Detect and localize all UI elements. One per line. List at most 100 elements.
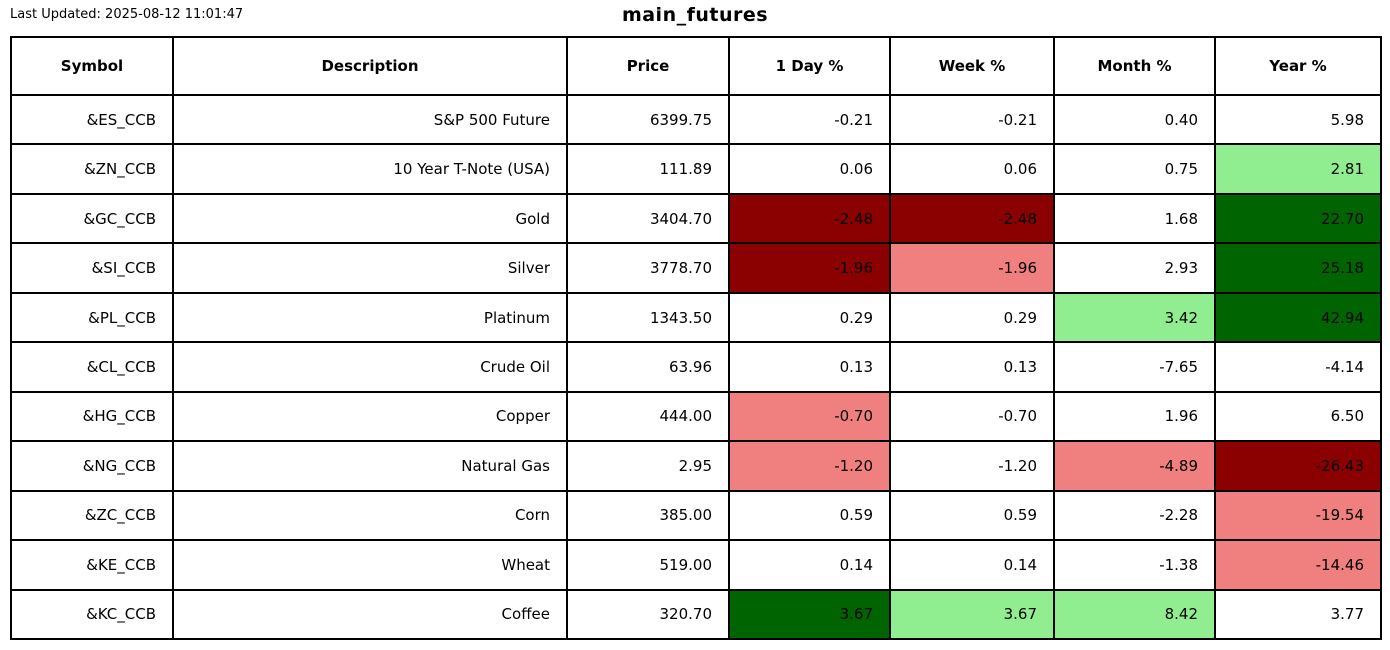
page-title: main_futures (621, 4, 769, 26)
cell-year: 3.77 (1214, 588, 1382, 641)
cell-day: -2.48 (728, 192, 891, 245)
column-header-month: Month % (1053, 36, 1216, 96)
table-row: &PL_CCB Platinum 1343.50 0.29 0.29 3.42 42.94 (10, 291, 1382, 344)
cell-year: 5.98 (1214, 93, 1382, 146)
cell-description: Natural Gas (172, 440, 568, 492)
cell-price: 6399.75 (566, 93, 730, 146)
cell-year: -14.46 (1214, 539, 1382, 591)
cell-day: 0.29 (728, 291, 891, 344)
cell-year: -26.43 (1214, 440, 1382, 492)
cell-day: -1.20 (728, 440, 891, 492)
cell-week: 0.13 (889, 341, 1055, 393)
cell-year: 42.94 (1214, 291, 1382, 344)
cell-day: 0.59 (728, 489, 891, 542)
cell-year: 25.18 (1214, 242, 1382, 294)
cell-day: -0.70 (728, 390, 891, 443)
cell-price: 519.00 (566, 539, 730, 591)
cell-day: -1.96 (728, 242, 891, 294)
cell-description: Silver (172, 242, 568, 294)
table-row: &NG_CCB Natural Gas 2.95 -1.20 -1.20 -4.89 -26… (10, 440, 1382, 492)
cell-month: 3.42 (1053, 291, 1216, 344)
cell-day: 0.14 (728, 539, 891, 591)
cell-year: 6.50 (1214, 390, 1382, 443)
cell-symbol: &ZN_CCB (10, 143, 174, 195)
table-row: &GC_CCB Gold 3404.70 -2.48 -2.48 1.68 22.70 (10, 192, 1382, 245)
cell-month: 0.40 (1053, 93, 1216, 146)
cell-month: 8.42 (1053, 588, 1216, 641)
cell-month: -4.89 (1053, 440, 1216, 492)
cell-price: 385.00 (566, 489, 730, 542)
cell-symbol: &CL_CCB (10, 341, 174, 393)
cell-symbol: &HG_CCB (10, 390, 174, 443)
table-row: &ZC_CCB Corn 385.00 0.59 0.59 -2.28 -19.54 (10, 489, 1382, 542)
cell-price: 111.89 (566, 143, 730, 195)
cell-symbol: &SI_CCB (10, 242, 174, 294)
cell-year: -19.54 (1214, 489, 1382, 542)
cell-description: Platinum (172, 291, 568, 344)
cell-week: -1.96 (889, 242, 1055, 294)
cell-year: 22.70 (1214, 192, 1382, 245)
cell-month: -1.38 (1053, 539, 1216, 591)
cell-description: Gold (172, 192, 568, 245)
cell-price: 320.70 (566, 588, 730, 641)
cell-price: 63.96 (566, 341, 730, 393)
column-header-price: Price (566, 36, 730, 96)
cell-week: 0.14 (889, 539, 1055, 591)
last-updated-timestamp: Last Updated: 2025-08-12 11:01:47 (10, 7, 244, 22)
cell-symbol: &KC_CCB (10, 588, 174, 641)
cell-month: 0.75 (1053, 143, 1216, 195)
column-header-day: 1 Day % (728, 36, 891, 96)
cell-description: Crude Oil (172, 341, 568, 393)
cell-week: 0.06 (889, 143, 1055, 195)
cell-price: 1343.50 (566, 291, 730, 344)
column-header-symbol: Symbol (10, 36, 174, 96)
cell-symbol: &KE_CCB (10, 539, 174, 591)
table-row: &CL_CCB Crude Oil 63.96 0.13 0.13 -7.65 -4.14 (10, 341, 1382, 393)
cell-symbol: &NG_CCB (10, 440, 174, 492)
table-header-row: Symbol Description Price 1 Day % Week % Month… (10, 36, 1382, 96)
cell-week: -0.21 (889, 93, 1055, 146)
table-row: &HG_CCB Copper 444.00 -0.70 -0.70 1.96 6.50 (10, 390, 1382, 443)
table-body: &ES_CCB S&P 500 Future 6399.75 -0.21 -0.21 0.… (10, 93, 1382, 641)
cell-description: S&P 500 Future (172, 93, 568, 146)
cell-day: 0.13 (728, 341, 891, 393)
cell-week: 3.67 (889, 588, 1055, 641)
cell-symbol: &GC_CCB (10, 192, 174, 245)
cell-month: 1.68 (1053, 192, 1216, 245)
column-header-description: Description (172, 36, 568, 96)
cell-day: 3.67 (728, 588, 891, 641)
cell-price: 444.00 (566, 390, 730, 443)
table-row: &KE_CCB Wheat 519.00 0.14 0.14 -1.38 -14.46 (10, 539, 1382, 591)
cell-day: 0.06 (728, 143, 891, 195)
cell-price: 3404.70 (566, 192, 730, 245)
cell-price: 2.95 (566, 440, 730, 492)
futures-table: Symbol Description Price 1 Day % Week % Month… (10, 36, 1382, 641)
cell-symbol: &ZC_CCB (10, 489, 174, 542)
cell-description: Copper (172, 390, 568, 443)
cell-day: -0.21 (728, 93, 891, 146)
cell-year: 2.81 (1214, 143, 1382, 195)
cell-week: -0.70 (889, 390, 1055, 443)
cell-week: -1.20 (889, 440, 1055, 492)
cell-month: 1.96 (1053, 390, 1216, 443)
cell-year: -4.14 (1214, 341, 1382, 393)
table-row: &ZN_CCB 10 Year T-Note (USA) 111.89 0.06 0.0… (10, 143, 1382, 195)
cell-month: -7.65 (1053, 341, 1216, 393)
cell-price: 3778.70 (566, 242, 730, 294)
cell-description: Coffee (172, 588, 568, 641)
table-row: &KC_CCB Coffee 320.70 3.67 3.67 8.42 3.77 (10, 588, 1382, 641)
cell-week: 0.29 (889, 291, 1055, 344)
cell-symbol: &ES_CCB (10, 93, 174, 146)
cell-description: Wheat (172, 539, 568, 591)
cell-description: Corn (172, 489, 568, 542)
cell-description: 10 Year T-Note (USA) (172, 143, 568, 195)
table-row: &ES_CCB S&P 500 Future 6399.75 -0.21 -0.21 0.… (10, 93, 1382, 146)
column-header-year: Year % (1214, 36, 1382, 96)
cell-month: 2.93 (1053, 242, 1216, 294)
table-row: &SI_CCB Silver 3778.70 -1.96 -1.96 2.93 25.18 (10, 242, 1382, 294)
cell-week: -2.48 (889, 192, 1055, 245)
column-header-week: Week % (889, 36, 1055, 96)
table-header: Symbol Description Price 1 Day % Week % Month… (10, 36, 1382, 96)
cell-week: 0.59 (889, 489, 1055, 542)
cell-month: -2.28 (1053, 489, 1216, 542)
